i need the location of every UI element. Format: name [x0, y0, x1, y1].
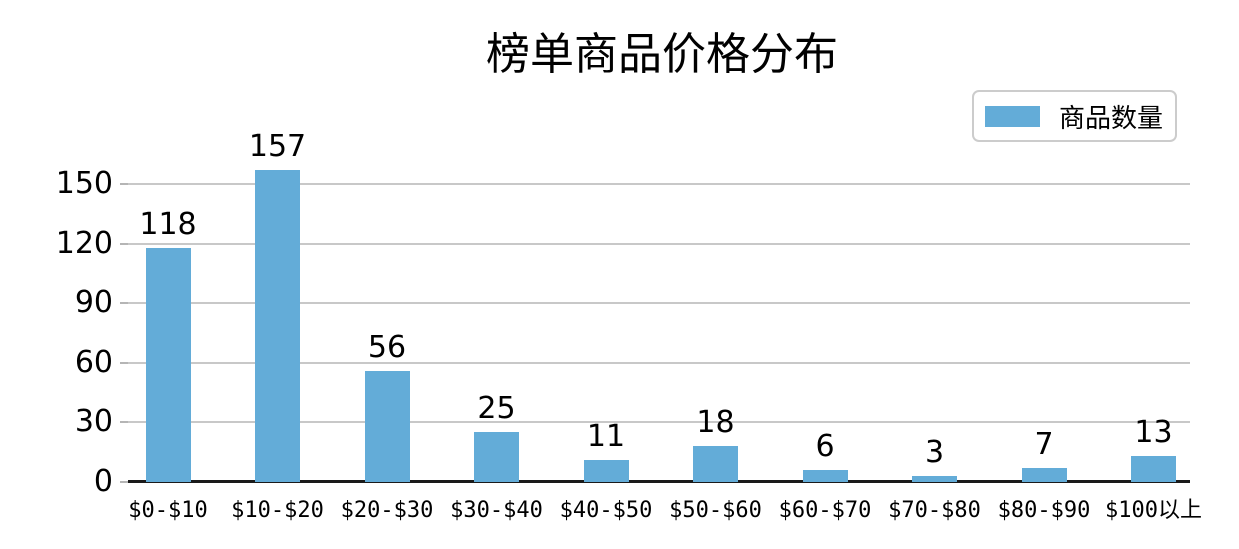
legend: 商品数量 — [972, 90, 1177, 142]
bar-value-label: 118 — [139, 206, 197, 242]
gridline — [128, 242, 1190, 245]
gridline — [128, 361, 1190, 364]
y-tick-label: 150 — [55, 166, 113, 201]
y-tick-label: 120 — [55, 225, 113, 261]
bar — [474, 432, 519, 482]
legend-swatch-icon — [985, 105, 1040, 127]
y-axis-tick — [120, 361, 128, 364]
y-axis-tick — [120, 183, 128, 185]
bar — [1131, 456, 1176, 482]
x-tick-label: $30-$40 — [450, 498, 543, 523]
bar — [693, 446, 738, 482]
y-tick-label: 60 — [74, 344, 113, 380]
y-axis-tick — [120, 302, 128, 305]
x-tick-label: $60-$70 — [778, 498, 872, 523]
x-tick-label: $0-$10 — [128, 498, 208, 523]
bar — [583, 460, 629, 482]
bar — [255, 170, 300, 482]
x-tick-label: $70-$80 — [888, 498, 981, 523]
bar — [364, 370, 410, 482]
bar-value-label: 56 — [367, 329, 407, 365]
x-tick-label: $100以上 — [1105, 498, 1202, 523]
bar-value-label: 6 — [815, 429, 835, 465]
x-tick-label: $50-$60 — [669, 498, 762, 523]
y-tick-label: 30 — [74, 404, 113, 440]
y-tick-label: 90 — [74, 285, 113, 321]
chart-title: 榜单商品价格分布 — [486, 29, 838, 80]
gridline — [128, 421, 1190, 424]
bar — [802, 470, 848, 482]
bar-value-label: 11 — [586, 419, 626, 455]
x-axis-line — [128, 480, 1190, 483]
bar-value-label: 7 — [1034, 427, 1054, 463]
bar-value-label: 18 — [696, 405, 735, 441]
bar — [1021, 468, 1067, 482]
y-axis-tick — [120, 242, 128, 245]
x-tick-label: $20-$30 — [340, 498, 434, 523]
y-tick-label: 0 — [93, 464, 113, 499]
y-axis-tick — [120, 421, 128, 424]
bar-value-label: 157 — [248, 129, 307, 165]
x-tick-label: $10-$20 — [231, 498, 324, 523]
legend-series-label: 商品数量 — [1059, 103, 1164, 134]
gridline — [128, 302, 1190, 305]
bar — [145, 247, 191, 482]
x-tick-label: $40-$50 — [559, 498, 653, 523]
bar-value-label: 13 — [1134, 415, 1173, 451]
bar-value-label: 25 — [477, 391, 516, 427]
bar — [912, 476, 957, 482]
x-tick-label: $80-$90 — [997, 498, 1091, 523]
bar-value-label: 3 — [924, 435, 945, 471]
y-axis-tick — [120, 481, 128, 483]
gridline — [128, 183, 1190, 185]
